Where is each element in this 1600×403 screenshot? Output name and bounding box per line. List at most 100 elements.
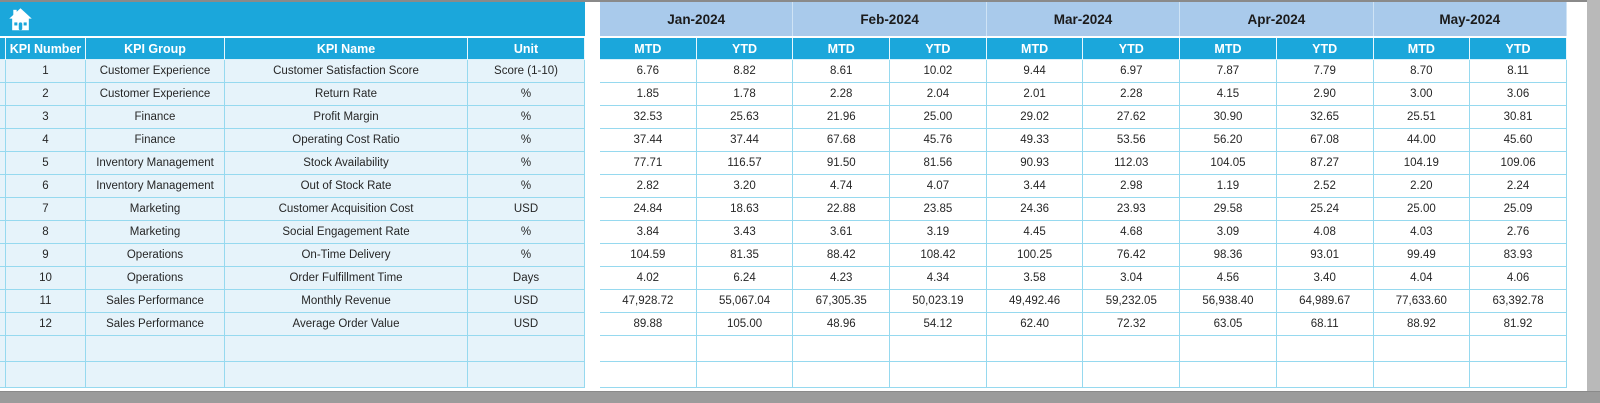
empty-cell[interactable] [86,336,225,362]
value-cell[interactable]: 4.02 [600,267,697,290]
kpi-unit-cell[interactable]: Score (1-10) [468,60,585,83]
value-cell[interactable]: 3.61 [793,221,891,244]
value-cell[interactable]: 9.44 [986,60,1084,83]
value-cell[interactable]: 8.11 [1470,60,1567,83]
value-cell[interactable]: 2.04 [890,83,987,106]
empty-cell[interactable] [1276,336,1374,362]
kpi-name-cell[interactable]: Operating Cost Ratio [225,129,468,152]
subheader-cell[interactable]: MTD [600,38,697,60]
column-header-cell[interactable]: KPI Name [225,38,468,60]
kpi-unit-cell[interactable]: USD [468,290,585,313]
empty-cell[interactable] [6,336,86,362]
column-header-cell[interactable]: Unit [468,38,585,60]
empty-cell[interactable] [1373,362,1471,388]
value-cell[interactable]: 2.24 [1470,175,1567,198]
value-cell[interactable]: 63.05 [1180,313,1277,336]
empty-cell[interactable] [600,336,697,362]
value-cell[interactable]: 54.12 [890,313,987,336]
empty-cell[interactable] [696,336,794,362]
subheader-cell[interactable]: MTD [793,38,891,60]
value-cell[interactable]: 2.82 [600,175,697,198]
value-cell[interactable]: 25.24 [1276,198,1374,221]
value-cell[interactable]: 10.02 [890,60,987,83]
value-cell[interactable]: 23.85 [890,198,987,221]
kpi-unit-cell[interactable]: USD [468,313,585,336]
value-cell[interactable]: 88.92 [1373,313,1471,336]
empty-cell[interactable] [468,336,585,362]
value-cell[interactable]: 24.84 [600,198,697,221]
value-cell[interactable]: 6.97 [1083,60,1181,83]
value-cell[interactable]: 44.00 [1373,129,1471,152]
value-cell[interactable]: 4.04 [1373,267,1471,290]
kpi-number-cell[interactable]: 8 [6,221,86,244]
value-cell[interactable]: 77,633.60 [1373,290,1471,313]
month-header-cell[interactable]: May-2024 [1373,2,1567,36]
empty-cell[interactable] [1373,336,1471,362]
kpi-name-cell[interactable]: On-Time Delivery [225,244,468,267]
value-cell[interactable]: 32.53 [600,106,697,129]
value-cell[interactable]: 50,023.19 [890,290,987,313]
value-cell[interactable]: 4.03 [1373,221,1471,244]
empty-cell[interactable] [1180,336,1277,362]
value-cell[interactable]: 2.52 [1276,175,1374,198]
value-cell[interactable]: 3.40 [1276,267,1374,290]
kpi-unit-cell[interactable]: USD [468,198,585,221]
value-cell[interactable]: 87.27 [1276,152,1374,175]
value-cell[interactable]: 4.15 [1180,83,1277,106]
value-cell[interactable]: 24.36 [986,198,1084,221]
kpi-name-cell[interactable]: Return Rate [225,83,468,106]
value-cell[interactable]: 4.34 [890,267,987,290]
kpi-number-cell[interactable]: 10 [6,267,86,290]
kpi-unit-cell[interactable]: % [468,175,585,198]
empty-cell[interactable] [1276,362,1374,388]
value-cell[interactable]: 3.09 [1180,221,1277,244]
kpi-unit-cell[interactable]: % [468,221,585,244]
empty-cell[interactable] [793,362,891,388]
value-cell[interactable]: 2.01 [986,83,1084,106]
value-cell[interactable]: 30.90 [1180,106,1277,129]
kpi-number-cell[interactable]: 4 [6,129,86,152]
kpi-unit-cell[interactable]: % [468,129,585,152]
empty-cell[interactable] [1083,362,1181,388]
kpi-number-cell[interactable]: 11 [6,290,86,313]
value-cell[interactable]: 68.11 [1276,313,1374,336]
value-cell[interactable]: 3.04 [1083,267,1181,290]
subheader-cell[interactable]: MTD [1373,38,1471,60]
value-cell[interactable]: 4.07 [890,175,987,198]
value-cell[interactable]: 77.71 [600,152,697,175]
value-cell[interactable]: 4.74 [793,175,891,198]
value-cell[interactable]: 81.35 [696,244,794,267]
kpi-group-cell[interactable]: Customer Experience [86,83,225,106]
value-cell[interactable]: 25.63 [696,106,794,129]
value-cell[interactable]: 37.44 [600,129,697,152]
value-cell[interactable]: 88.42 [793,244,891,267]
empty-cell[interactable] [1180,362,1277,388]
value-cell[interactable]: 62.40 [986,313,1084,336]
value-cell[interactable]: 37.44 [696,129,794,152]
column-header-cell[interactable]: KPI Group [86,38,225,60]
kpi-group-cell[interactable]: Inventory Management [86,175,225,198]
month-header-cell[interactable]: Apr-2024 [1180,2,1374,36]
empty-cell[interactable] [86,362,225,388]
value-cell[interactable]: 32.65 [1276,106,1374,129]
kpi-unit-cell[interactable]: % [468,152,585,175]
subheader-cell[interactable]: YTD [696,38,794,60]
empty-cell[interactable] [793,336,891,362]
kpi-unit-cell[interactable]: % [468,83,585,106]
kpi-number-cell[interactable]: 7 [6,198,86,221]
value-cell[interactable]: 18.63 [696,198,794,221]
value-cell[interactable]: 67,305.35 [793,290,891,313]
kpi-number-cell[interactable]: 3 [6,106,86,129]
value-cell[interactable]: 7.87 [1180,60,1277,83]
value-cell[interactable]: 45.76 [890,129,987,152]
value-cell[interactable]: 6.76 [600,60,697,83]
value-cell[interactable]: 1.85 [600,83,697,106]
kpi-unit-cell[interactable]: % [468,244,585,267]
kpi-group-cell[interactable]: Finance [86,106,225,129]
empty-cell[interactable] [890,362,987,388]
kpi-number-cell[interactable]: 1 [6,60,86,83]
value-cell[interactable]: 3.00 [1373,83,1471,106]
value-cell[interactable]: 3.20 [696,175,794,198]
value-cell[interactable]: 108.42 [890,244,987,267]
value-cell[interactable]: 67.68 [793,129,891,152]
